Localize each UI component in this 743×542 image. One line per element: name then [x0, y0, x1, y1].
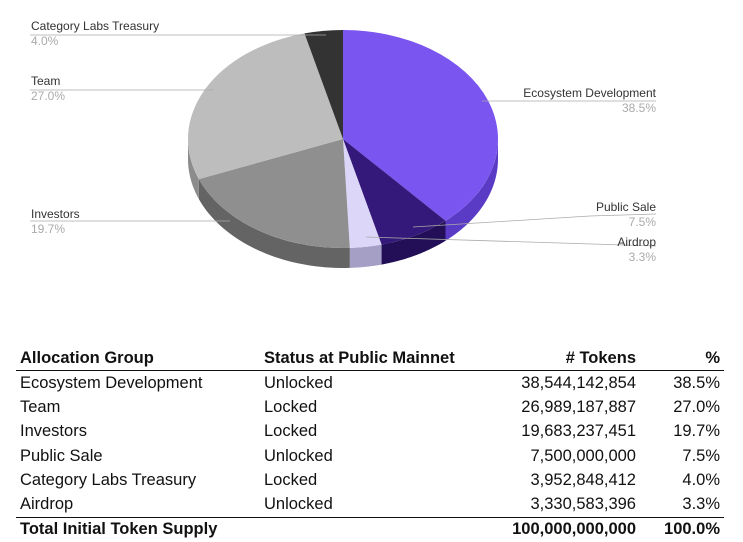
label-ecosystem: Ecosystem Development 38.5%	[523, 86, 656, 115]
cell-tokens: 7,500,000,000	[530, 446, 636, 465]
label-public-sale: Public Sale 7.5%	[595, 200, 656, 229]
table-header: Allocation Group Status at Public Mainne…	[16, 347, 724, 371]
header-group: Allocation Group	[16, 347, 260, 371]
cell-tokens: 3,330,583,396	[530, 495, 636, 514]
cell-pct: 19.7%	[673, 422, 720, 441]
cell-group: Airdrop	[20, 495, 74, 514]
cell-status: Unlocked	[264, 495, 333, 514]
total-pct: 100.0%	[640, 516, 724, 542]
pie-slice	[343, 30, 498, 221]
cell-status: Unlocked	[264, 373, 333, 392]
cell-status: Unlocked	[264, 446, 333, 465]
slice-side	[188, 139, 199, 200]
cell-group: Investors	[20, 422, 87, 441]
header-status: Status at Public Mainnet	[260, 347, 489, 371]
pie-slice	[188, 33, 343, 180]
cell-status: Locked	[264, 397, 318, 416]
pie-slice	[198, 139, 350, 249]
table-row: Public Sale Unlocked 7,500,000,000 7.5%	[16, 444, 724, 468]
table-row: Ecosystem Development Unlocked 38,544,142,…	[16, 371, 724, 396]
header-tokens: # Tokens	[488, 347, 640, 371]
slice-side	[349, 244, 382, 268]
cell-group: Public Sale	[20, 446, 103, 465]
allocation-table: Allocation Group Status at Public Mainne…	[16, 347, 724, 542]
slice-side	[381, 220, 446, 265]
label-treasury: Category Labs Treasury 4.0%	[31, 19, 160, 48]
label-airdrop: Airdrop 3.3%	[617, 235, 656, 264]
total-row: Total Initial Token Supply 100,000,000,00…	[16, 516, 724, 542]
cell-tokens: 38,544,142,854	[521, 373, 636, 392]
cell-pct: 27.0%	[673, 397, 720, 416]
pie-slice	[304, 30, 343, 139]
leader-line	[365, 236, 657, 247]
slice-side	[198, 179, 350, 268]
cell-group: Category Labs Treasury	[20, 470, 197, 489]
total-label: Total Initial Token Supply	[16, 516, 260, 542]
table-row: Team Locked 26,989,187,887 27.0%	[16, 395, 724, 419]
label-team: Team 27.0%	[31, 74, 66, 103]
slice-side	[445, 139, 498, 241]
cell-pct: 3.3%	[682, 495, 720, 514]
cell-pct: 7.5%	[682, 446, 720, 465]
table-row: Category Labs Treasury Locked 3,952,848,41…	[16, 468, 724, 492]
table-row: Airdrop Unlocked 3,330,583,396 3.3%	[16, 492, 724, 517]
leader-line	[412, 213, 657, 228]
table-row: Investors Locked 19,683,237,451 19.7%	[16, 420, 724, 444]
cell-tokens: 19,683,237,451	[521, 422, 636, 441]
cell-pct: 38.5%	[673, 373, 720, 392]
total-tokens: 100,000,000,000	[488, 516, 640, 542]
header-pct: %	[640, 347, 724, 371]
pie-chart	[30, 30, 657, 268]
cell-status: Locked	[264, 422, 318, 441]
pie-slice	[343, 139, 446, 245]
label-investors: Investors 19.7%	[31, 207, 80, 236]
cell-group: Team	[20, 397, 61, 416]
cell-tokens: 26,989,187,887	[521, 397, 636, 416]
total-status	[260, 516, 489, 542]
pie-slice	[343, 139, 382, 248]
cell-group: Ecosystem Development	[20, 373, 203, 392]
cell-pct: 4.0%	[682, 470, 720, 489]
cell-tokens: 3,952,848,412	[530, 470, 636, 489]
cell-status: Locked	[264, 470, 318, 489]
